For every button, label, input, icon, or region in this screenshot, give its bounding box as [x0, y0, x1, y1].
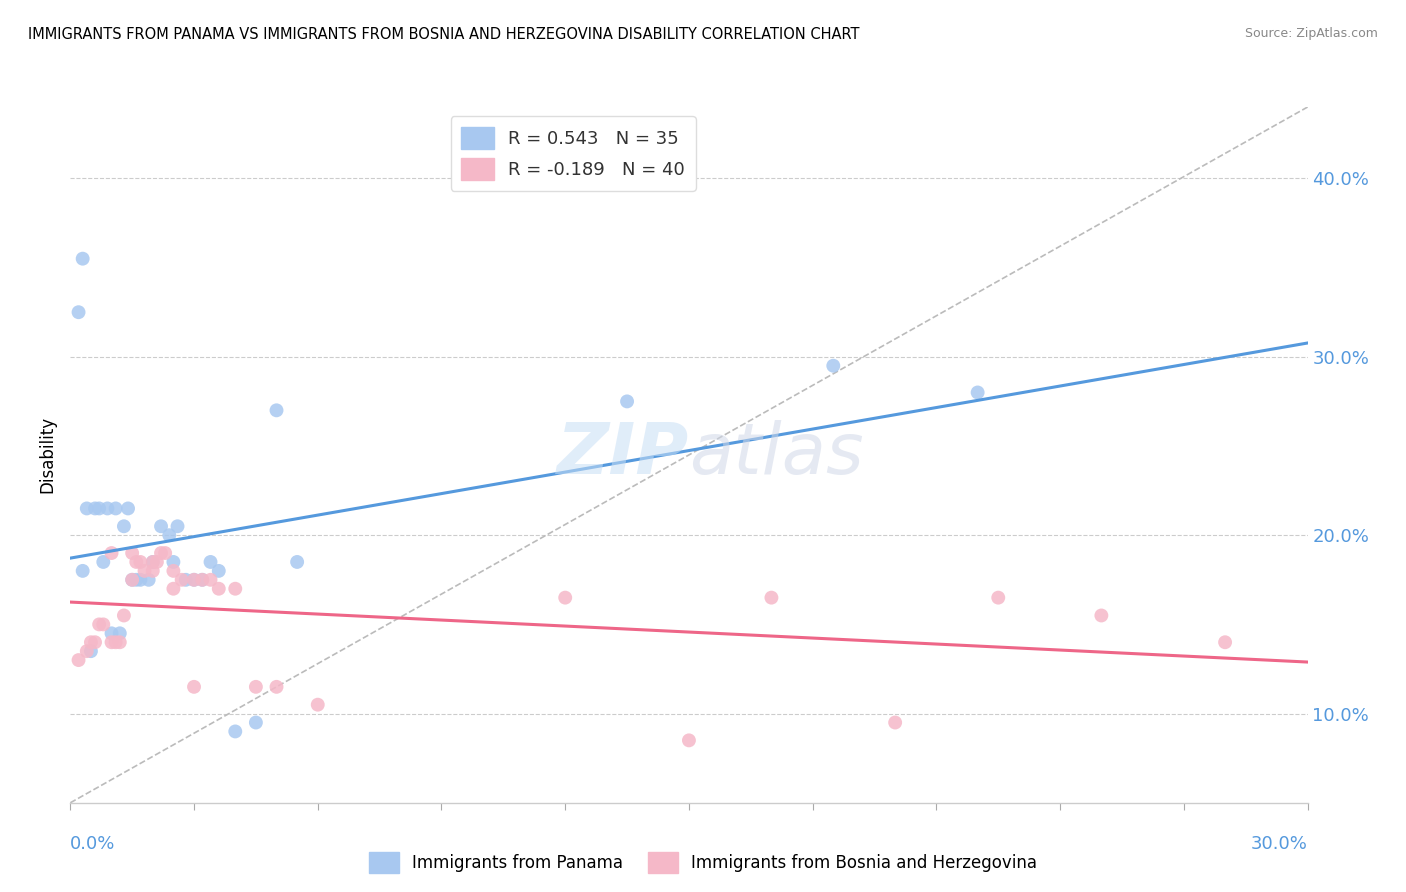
Point	[100, 635, 122, 649]
Point	[112, 519, 135, 533]
Text: ZIP: ZIP	[557, 420, 689, 490]
Point	[138, 573, 160, 587]
Point	[76, 501, 98, 516]
Point	[121, 573, 143, 587]
Point	[1213, 635, 1236, 649]
Point	[266, 680, 288, 694]
Point	[84, 501, 107, 516]
Point	[134, 564, 156, 578]
Text: Source: ZipAtlas.com: Source: ZipAtlas.com	[1244, 27, 1378, 40]
Point	[162, 564, 184, 578]
Point	[183, 573, 205, 587]
Point	[91, 617, 114, 632]
Point	[125, 555, 148, 569]
Point	[157, 528, 180, 542]
Point	[191, 573, 214, 587]
Point	[966, 385, 988, 400]
Point	[108, 635, 131, 649]
Y-axis label: Disability: Disability	[38, 417, 56, 493]
Point	[80, 644, 103, 658]
Point	[166, 519, 188, 533]
Point	[108, 626, 131, 640]
Point	[89, 501, 111, 516]
Point	[104, 635, 127, 649]
Point	[1090, 608, 1112, 623]
Point	[72, 564, 94, 578]
Point	[170, 573, 193, 587]
Point	[121, 546, 143, 560]
Point	[89, 617, 111, 632]
Point	[285, 555, 308, 569]
Point	[162, 582, 184, 596]
Point	[100, 626, 122, 640]
Point	[129, 555, 152, 569]
Point	[200, 555, 222, 569]
Point	[208, 564, 231, 578]
Point	[307, 698, 329, 712]
Point	[96, 501, 118, 516]
Point	[100, 546, 122, 560]
Point	[146, 555, 169, 569]
Text: 30.0%: 30.0%	[1251, 835, 1308, 853]
Point	[884, 715, 907, 730]
Point	[150, 546, 173, 560]
Point	[823, 359, 845, 373]
Point	[80, 635, 103, 649]
Point	[104, 501, 127, 516]
Point	[245, 715, 267, 730]
Point	[129, 573, 152, 587]
Point	[174, 573, 197, 587]
Legend: R = 0.543   N = 35, R = -0.189   N = 40: R = 0.543 N = 35, R = -0.189 N = 40	[450, 116, 696, 191]
Point	[112, 608, 135, 623]
Point	[616, 394, 638, 409]
Point	[266, 403, 288, 417]
Point	[162, 555, 184, 569]
Point	[678, 733, 700, 747]
Point	[150, 519, 173, 533]
Legend: Immigrants from Panama, Immigrants from Bosnia and Herzegovina: Immigrants from Panama, Immigrants from …	[361, 846, 1045, 880]
Point	[84, 635, 107, 649]
Point	[224, 582, 246, 596]
Point	[245, 680, 267, 694]
Point	[208, 582, 231, 596]
Text: IMMIGRANTS FROM PANAMA VS IMMIGRANTS FROM BOSNIA AND HERZEGOVINA DISABILITY CORR: IMMIGRANTS FROM PANAMA VS IMMIGRANTS FRO…	[28, 27, 859, 42]
Text: 0.0%: 0.0%	[70, 835, 115, 853]
Point	[153, 546, 176, 560]
Point	[121, 573, 143, 587]
Point	[125, 573, 148, 587]
Point	[224, 724, 246, 739]
Point	[67, 653, 90, 667]
Point	[987, 591, 1010, 605]
Point	[72, 252, 94, 266]
Point	[142, 564, 165, 578]
Point	[142, 555, 165, 569]
Point	[200, 573, 222, 587]
Point	[76, 644, 98, 658]
Point	[67, 305, 90, 319]
Point	[183, 680, 205, 694]
Point	[117, 501, 139, 516]
Point	[554, 591, 576, 605]
Point	[761, 591, 783, 605]
Text: atlas: atlas	[689, 420, 863, 490]
Point	[142, 555, 165, 569]
Point	[183, 573, 205, 587]
Point	[91, 555, 114, 569]
Point	[191, 573, 214, 587]
